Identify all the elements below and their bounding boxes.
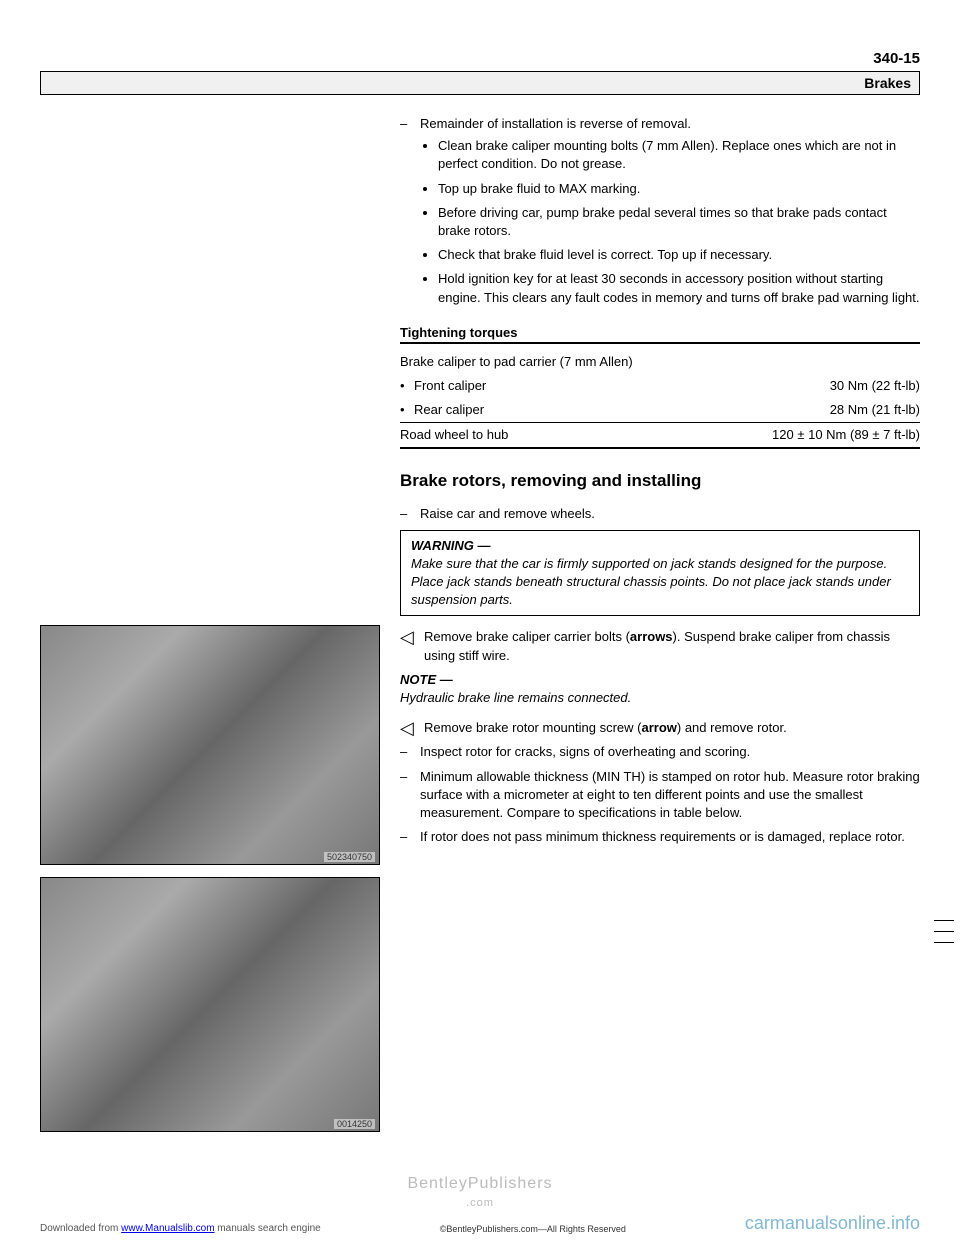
install-lead: Remainder of installation is reverse of … (420, 116, 691, 131)
warning-box: WARNING — Make sure that the car is firm… (400, 530, 920, 617)
left-column: 502340750 0014250 (40, 115, 380, 1144)
watermark-main: BentleyPublishers (407, 1175, 552, 1192)
torque-table: Brake caliper to pad carrier (7 mm Allen… (400, 350, 920, 450)
section-title-box: Brakes (40, 71, 920, 95)
install-step: – Remainder of installation is reverse o… (400, 115, 920, 313)
step-text: If rotor does not pass minimum thickness… (420, 828, 920, 846)
content-columns: 502340750 0014250 – Remainder of install… (40, 115, 920, 1144)
section-heading: Brake rotors, removing and installing (400, 471, 920, 491)
note-text: Hydraulic brake line remains connected. (400, 689, 920, 707)
torque-value: 120 ± 10 Nm (89 ± 7 ft-lb) (620, 423, 920, 449)
bullet-item: Check that brake fluid level is correct.… (438, 246, 920, 264)
watermark-sub: .com (466, 1197, 494, 1209)
figure-caliper-bolts: 502340750 (40, 625, 380, 865)
downloaded-post: manuals search engine (215, 1223, 321, 1234)
step-text: Remove brake caliper carrier bolts (arro… (424, 628, 920, 664)
manualslib-link[interactable]: www.Manualslib.com (121, 1223, 214, 1234)
footer-row: Downloaded from www.Manualslib.com manua… (40, 1213, 920, 1234)
dash-marker: – (400, 828, 420, 846)
bullet-item: Top up brake fluid to MAX marking. (438, 180, 920, 198)
step-remove-carrier: ◁ Remove brake caliper carrier bolts (ar… (400, 628, 920, 664)
step-body: Remainder of installation is reverse of … (420, 115, 920, 313)
torque-label: Front caliper (400, 374, 620, 398)
page-number: 340-15 (873, 50, 920, 67)
bullet-item: Hold ignition key for at least 30 second… (438, 270, 920, 306)
step-text: Minimum allowable thickness (MIN TH) is … (420, 768, 920, 823)
dash-marker: – (400, 768, 420, 823)
torque-group-label: Brake caliper to pad carrier (7 mm Allen… (400, 350, 920, 374)
step-inspect: – Inspect rotor for cracks, signs of ove… (400, 743, 920, 761)
footer-left: Downloaded from www.Manualslib.com manua… (40, 1223, 321, 1234)
step-min-thickness: – Minimum allowable thickness (MIN TH) i… (400, 768, 920, 823)
dash-marker: – (400, 505, 420, 523)
install-bullets: Clean brake caliper mounting bolts (7 mm… (420, 137, 920, 307)
bullet-item: Before driving car, pump brake pedal sev… (438, 204, 920, 240)
torque-label: Road wheel to hub (400, 423, 620, 449)
step-text: Inspect rotor for cracks, signs of overh… (420, 743, 920, 761)
text-segment: Remove brake rotor mounting screw ( (424, 720, 641, 735)
downloaded-pre: Downloaded from (40, 1223, 121, 1234)
arrows-bold: arrows (630, 629, 673, 644)
step-text: Raise car and remove wheels. (420, 505, 920, 523)
section-label: Brakes (864, 75, 911, 91)
right-column: – Remainder of installation is reverse o… (400, 115, 920, 1144)
torque-value: 28 Nm (21 ft-lb) (620, 398, 920, 423)
torque-value: 30 Nm (22 ft-lb) (620, 374, 920, 398)
table-row: Road wheel to hub 120 ± 10 Nm (89 ± 7 ft… (400, 423, 920, 449)
step-raise: – Raise car and remove wheels. (400, 505, 920, 523)
table-row: Front caliper 30 Nm (22 ft-lb) (400, 374, 920, 398)
pointer-left-icon: ◁ (400, 628, 424, 664)
note-block: NOTE — Hydraulic brake line remains conn… (400, 671, 920, 707)
figure-rotor-screw: 0014250 (40, 877, 380, 1132)
pointer-left-icon: ◁ (400, 719, 424, 737)
warning-text: Make sure that the car is firmly support… (411, 555, 909, 610)
site-watermark: carmanualsonline.info (745, 1213, 920, 1234)
table-row: Brake caliper to pad carrier (7 mm Allen… (400, 350, 920, 374)
front-caliper-label: Front caliper (400, 378, 486, 393)
torque-heading: Tightening torques (400, 325, 920, 344)
text-segment: Remove brake caliper carrier bolts ( (424, 629, 630, 644)
page-edge-marks (934, 920, 954, 953)
step-replace: – If rotor does not pass minimum thickne… (400, 828, 920, 846)
note-label: NOTE — (400, 671, 920, 689)
text-segment: ) and remove rotor. (677, 720, 787, 735)
footer-rights: ©BentleyPublishers.com—All Rights Reserv… (440, 1224, 626, 1234)
page-header: 340-15 (40, 50, 920, 67)
figure-id: 0014250 (334, 1119, 375, 1129)
watermark-text: BentleyPublishers .com (40, 1175, 920, 1211)
step-remove-rotor: ◁ Remove brake rotor mounting screw (arr… (400, 719, 920, 737)
bullet-item: Clean brake caliper mounting bolts (7 mm… (438, 137, 920, 173)
torque-label: Rear caliper (400, 398, 620, 423)
table-row: Rear caliper 28 Nm (21 ft-lb) (400, 398, 920, 423)
figure-id: 502340750 (324, 852, 375, 862)
step-text: Remove brake rotor mounting screw (arrow… (424, 719, 920, 737)
page-footer: BentleyPublishers .com Downloaded from w… (40, 1175, 920, 1234)
dash-marker: – (400, 743, 420, 761)
dash-marker: – (400, 115, 420, 313)
rear-caliper-label: Rear caliper (400, 402, 484, 417)
warning-label: WARNING — (411, 537, 909, 555)
arrow-bold: arrow (641, 720, 676, 735)
